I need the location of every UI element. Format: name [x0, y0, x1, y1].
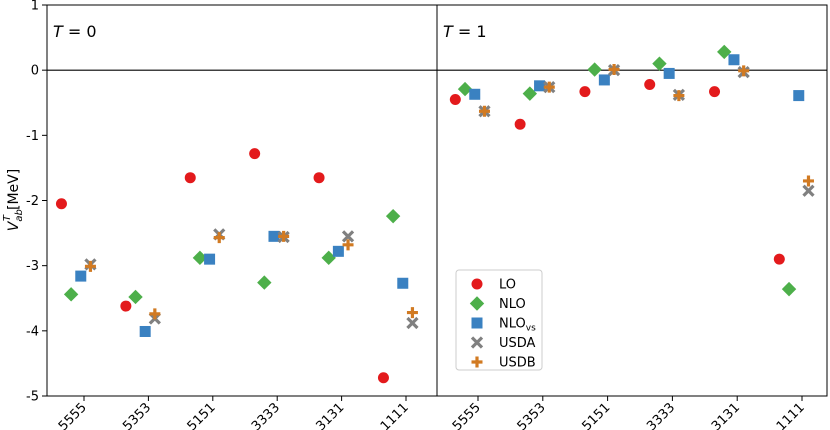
y-tick-label: 0	[31, 64, 39, 79]
legend-label: NLOvs	[499, 317, 536, 334]
data-point-usdb	[543, 81, 555, 93]
legend: LO NLO NLOvs USDA USDB	[455, 269, 543, 371]
data-point-usdb	[738, 65, 750, 77]
data-point-lo	[709, 86, 721, 98]
data-point-usdb	[84, 260, 96, 272]
data-point-nlovs	[268, 230, 280, 242]
data-point-nlo	[457, 81, 473, 97]
data-point-nlo	[321, 250, 336, 266]
data-point-lo	[313, 172, 325, 184]
x-tick-label: 5353	[515, 400, 549, 430]
legend-label: LO	[499, 278, 516, 293]
data-point-lo	[773, 253, 785, 265]
data-point-usdb	[673, 90, 685, 102]
data-point-usdb	[278, 230, 290, 242]
data-point-lo	[184, 172, 196, 184]
data-point-nlovs	[139, 325, 151, 337]
legend-marker-usdb	[471, 356, 483, 368]
data-point-usda	[341, 230, 355, 243]
legend-marker-nlovs	[471, 317, 483, 329]
x-tick-label: 5151	[185, 400, 219, 430]
panel-frame	[46, 4, 438, 397]
data-point-nlo	[63, 287, 79, 302]
data-point-nlovs	[663, 67, 675, 79]
x-tick-label: 1111	[774, 400, 808, 430]
data-point-usdb	[802, 175, 814, 187]
x-tick-label: 3333	[644, 400, 678, 430]
data-point-nlo	[717, 44, 732, 60]
data-point-usdb	[213, 232, 225, 244]
data-point-usdb	[406, 307, 418, 319]
data-point-nlo	[257, 275, 272, 290]
panel-frame	[436, 4, 828, 397]
data-point-nlo	[128, 289, 143, 305]
data-point-nlo	[522, 86, 538, 101]
data-point-nlovs	[469, 88, 481, 100]
panel-t0: 5555 5353 5151 3333 3131 1111 T = 0	[46, 4, 438, 430]
data-point-lo	[377, 372, 389, 384]
legend-marker-usda	[470, 336, 484, 349]
data-point-lo	[55, 198, 67, 210]
data-point-nlovs	[598, 74, 610, 86]
x-tick-label: 5151	[579, 400, 613, 430]
data-point-nlovs	[75, 270, 87, 282]
x-tick-label: 3131	[313, 400, 347, 430]
data-point-usdb	[478, 105, 490, 117]
data-point-nlo	[781, 281, 797, 297]
data-point-usdb	[342, 239, 354, 251]
data-point-nlovs	[397, 277, 409, 289]
panel-label: T = 0	[53, 22, 97, 41]
y-tick-label: -3	[26, 259, 39, 274]
y-axis: 1 0 -1 -2 -3 -4 -5	[26, 0, 47, 405]
data-point-usda	[802, 184, 815, 197]
data-point-nlo	[385, 208, 401, 224]
data-point-nlo	[652, 56, 667, 71]
data-point-lo	[249, 148, 261, 160]
legend-label: USDA	[499, 336, 536, 351]
data-point-nlovs	[534, 80, 546, 92]
y-tick-label: -1	[26, 129, 39, 144]
data-point-lo	[644, 79, 656, 91]
legend-marker-lo	[471, 278, 483, 290]
legend-label: NLO	[499, 297, 526, 312]
y-tick-label: -2	[26, 194, 39, 209]
data-point-lo	[579, 86, 591, 98]
data-point-nlovs	[204, 253, 216, 265]
x-tick-label: 1111	[378, 400, 412, 430]
y-tick-label: 1	[31, 0, 39, 14]
data-point-usdb	[149, 308, 161, 320]
data-point-nlovs	[793, 90, 805, 102]
x-tick-label: 5555	[450, 400, 484, 430]
data-point-lo	[449, 93, 461, 105]
y-tick-label: -4	[26, 324, 39, 339]
data-point-nlo	[587, 62, 602, 77]
data-point-nlo	[192, 250, 208, 266]
x-tick-label: 3333	[249, 400, 283, 430]
data-point-usdb	[608, 64, 620, 76]
panel-label: T = 1	[443, 22, 487, 41]
data-point-nlovs	[728, 54, 740, 66]
data-point-usda	[406, 316, 419, 330]
x-tick-label: 3131	[709, 400, 743, 430]
data-point-lo	[514, 118, 526, 130]
data-point-nlovs	[332, 245, 344, 257]
legend-marker-nlo	[469, 296, 485, 311]
x-tick-label: 5555	[56, 400, 90, 430]
legend-label: USDB	[499, 356, 536, 371]
x-tick-label: 5353	[120, 400, 154, 430]
data-point-lo	[120, 300, 132, 312]
y-axis-title: VabT[MeV]	[2, 169, 25, 231]
y-tick-label: -5	[26, 390, 39, 405]
